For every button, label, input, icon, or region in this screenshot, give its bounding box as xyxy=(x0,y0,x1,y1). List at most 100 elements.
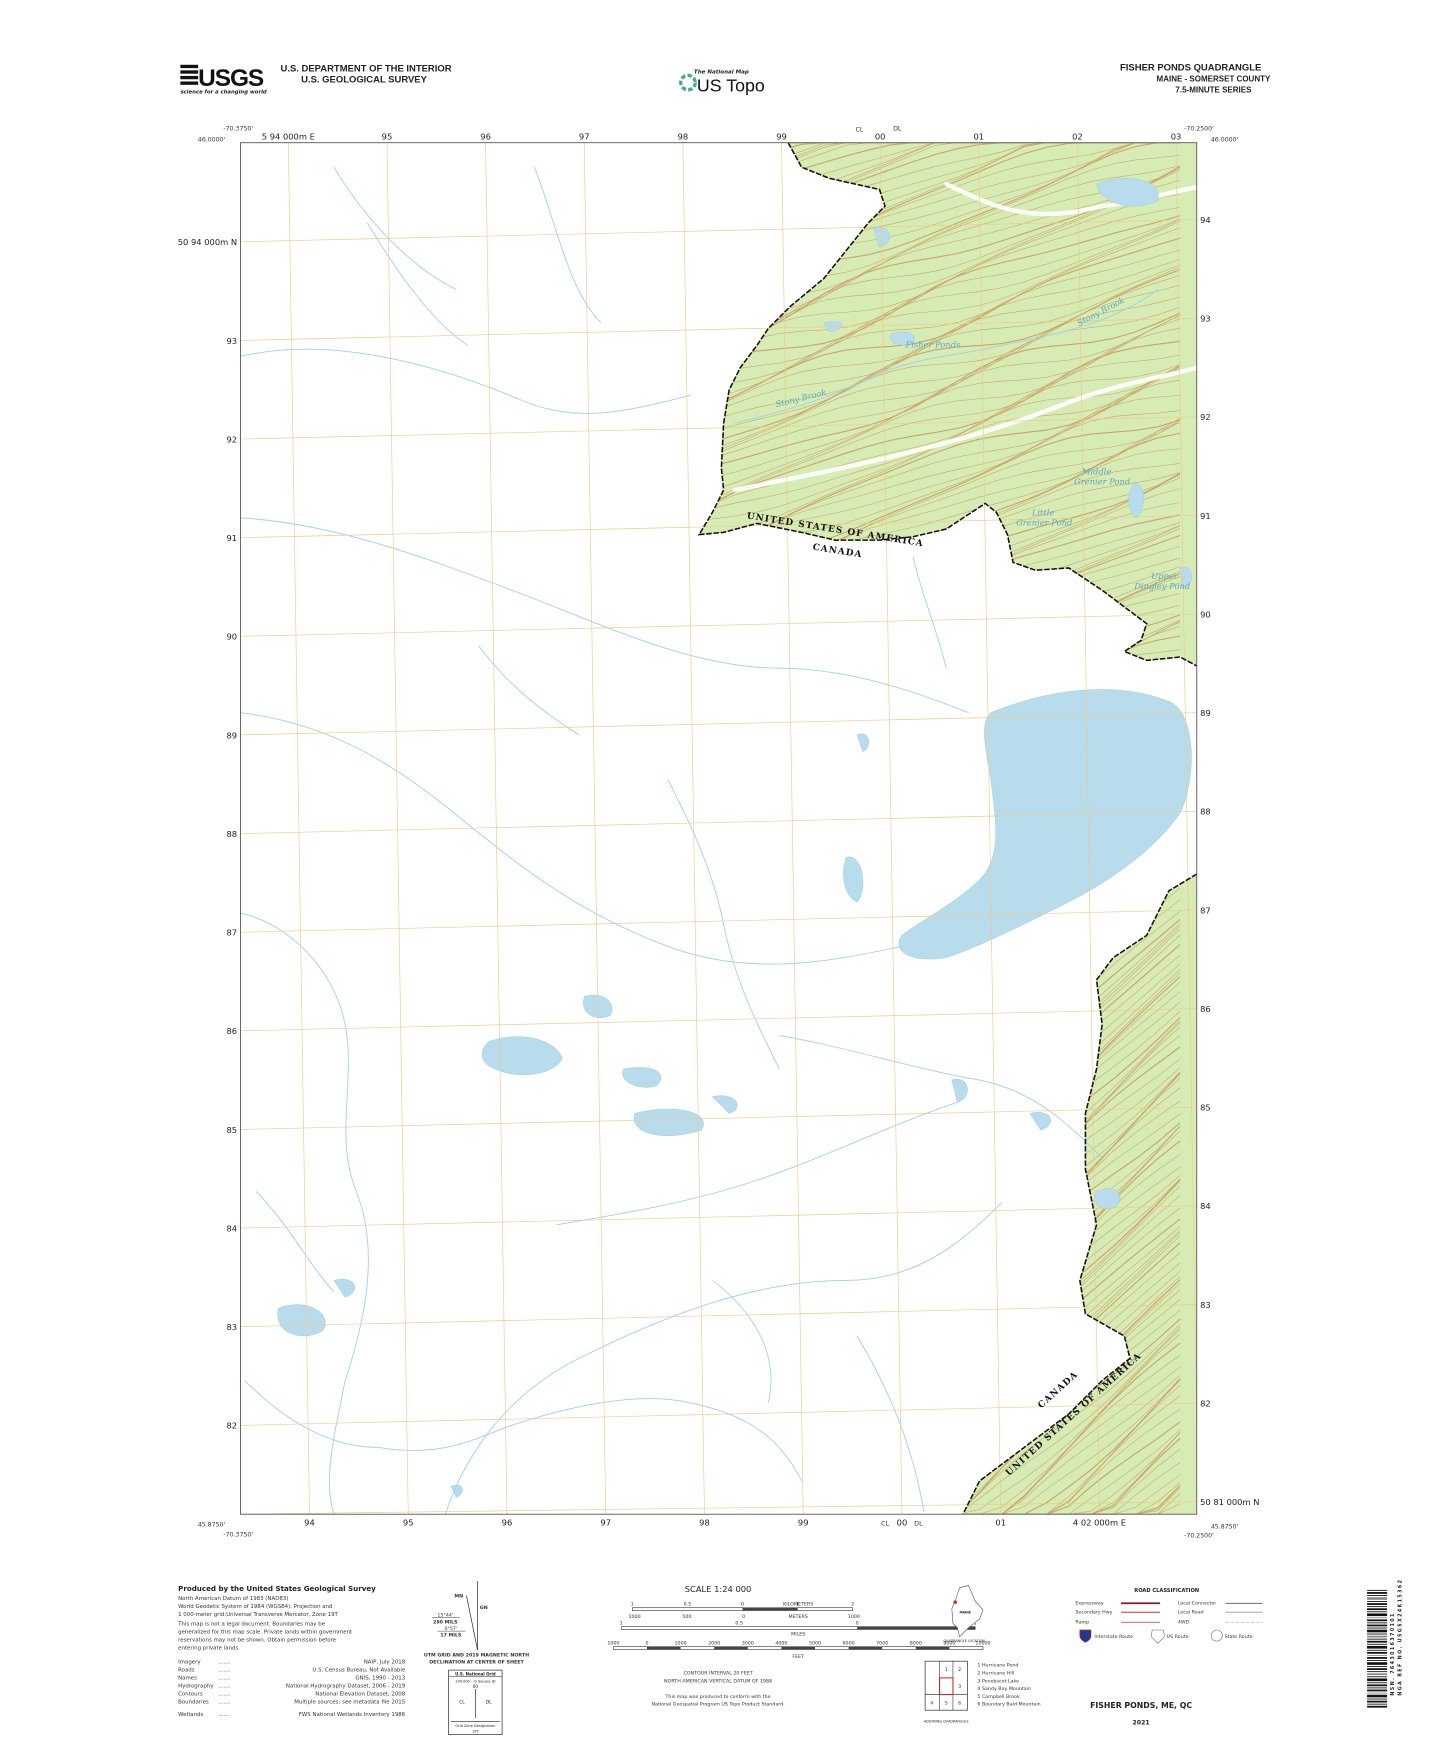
contour-line xyxy=(699,266,1181,438)
scale-tick-label: 4000 xyxy=(775,1640,787,1646)
scale-bar-segment xyxy=(857,1626,976,1630)
road-expressway: Expressway xyxy=(1075,1600,1103,1606)
contour-interval: CONTOUR INTERVAL 20 FEET xyxy=(683,1671,752,1677)
adjoining-quad-name: 4 Sandy Bay Mountain xyxy=(977,1686,1031,1692)
credits-line: World Geodetic System of 1984 (WGS84). P… xyxy=(178,1604,332,1610)
corner-se-lon: -70.2500' xyxy=(1184,1533,1214,1540)
northing-gridline xyxy=(240,219,1197,243)
northing-label-right: 87 xyxy=(1200,905,1211,915)
quad-title: FISHER PONDS QUADRANGLE xyxy=(1120,62,1261,73)
zone-dl-top: DL xyxy=(893,125,902,132)
department-name: U.S. DEPARTMENT OF THE INTERIOR xyxy=(281,63,452,74)
usgs-logo: USGS science for a changing world xyxy=(180,64,267,96)
barcode-bar xyxy=(1367,1624,1388,1627)
scale-bar-segment xyxy=(714,1646,748,1650)
label-little-grenier-1: Little xyxy=(1031,508,1055,518)
scale-tick-label: 0 xyxy=(856,1620,859,1626)
map-frame[interactable]: Fisher Ponds Stony Brook Stony Brook Mid… xyxy=(240,142,1198,1515)
us-route-shield-icon xyxy=(1150,1629,1165,1644)
northing-label-left: 85 xyxy=(227,1125,238,1135)
scale-tick-label: 10000 xyxy=(975,1640,990,1646)
source-leader: ....... xyxy=(218,1659,230,1665)
scale-tick-label: 500 xyxy=(682,1614,691,1620)
northing-gridline xyxy=(240,909,1197,933)
northing-label-right: 88 xyxy=(1200,807,1211,817)
northing-gridline xyxy=(240,1008,1197,1032)
usgs-tagline: science for a changing world xyxy=(180,90,267,96)
contour-line xyxy=(962,1438,1181,1515)
northing-label-left: 84 xyxy=(227,1223,238,1233)
barcode-bar xyxy=(1367,1698,1388,1700)
us-topo-logo: The National Map US Topo xyxy=(679,70,765,95)
source-leader: ....... xyxy=(218,1691,230,1697)
source-value: NAIP, July 2018 xyxy=(364,1659,406,1665)
interstate-shield-icon xyxy=(1079,1629,1092,1643)
globe-icon xyxy=(679,73,697,92)
easting-gridline xyxy=(1175,142,1197,1446)
source-name: Contours xyxy=(178,1691,203,1697)
scale-tick-label: 1 xyxy=(974,1620,977,1626)
adj-num-6: 6 xyxy=(958,1701,961,1707)
barcode-bar xyxy=(1367,1654,1388,1656)
contour-line xyxy=(699,340,1181,516)
mils-2: 17 MILS xyxy=(440,1633,462,1639)
scale-bar-segment xyxy=(742,1607,798,1611)
woodland-south xyxy=(962,874,1197,1515)
scale-tick-label: 7000 xyxy=(876,1640,888,1646)
barcode-bar xyxy=(1367,1603,1388,1605)
barcode-bar xyxy=(1367,1589,1388,1591)
quad-location-marker xyxy=(953,1600,957,1604)
adj-num-5: 5 xyxy=(945,1701,948,1707)
northing-gridline xyxy=(240,317,1197,341)
woodland-north xyxy=(699,142,1197,666)
contour-line xyxy=(962,1462,1181,1515)
easting-gridline xyxy=(287,142,310,1515)
northing-label-right: 92 xyxy=(1200,412,1211,422)
state-county: MAINE - SOMERSET COUNTY xyxy=(1157,74,1271,83)
usgs-wave-icon xyxy=(180,64,199,85)
contour-line xyxy=(699,364,1181,552)
adj-num-3: 3 xyxy=(958,1684,961,1690)
us-topo-wordmark: US Topo xyxy=(697,75,765,95)
barcode-bar xyxy=(1367,1700,1388,1703)
scale-bar-segment xyxy=(781,1646,816,1650)
scale-tick-label: 1 xyxy=(620,1620,623,1626)
northing-label-left: 90 xyxy=(227,632,238,642)
state-route-circle-icon xyxy=(1210,1629,1223,1642)
easting-gridline xyxy=(485,142,508,1515)
series-label: 7.5-MINUTE SERIES xyxy=(1175,86,1252,95)
corner-nw-lat: 46.0000' xyxy=(198,137,226,144)
streams xyxy=(240,166,1159,1515)
contour-line xyxy=(699,327,1181,515)
declination-caption-2: DECLINATION AT CENTER OF SHEET xyxy=(429,1659,524,1665)
nsn-number: NSN. 7643016370101 xyxy=(1390,1612,1396,1695)
easting-label-top: 97 xyxy=(579,131,590,141)
credits-title: Produced by the United States Geological… xyxy=(178,1584,376,1593)
source-leader: ....... xyxy=(218,1675,230,1681)
easting-label-bottom: 96 xyxy=(502,1517,513,1527)
contour-line xyxy=(962,1385,1181,1515)
easting-label-top: 02 xyxy=(1072,131,1083,141)
scale-unit-label: MILES xyxy=(791,1632,805,1638)
adj-num-2: 2 xyxy=(958,1667,961,1673)
scale-tick-label: 8000 xyxy=(910,1640,922,1646)
northing-gridline xyxy=(240,613,1197,637)
international-boundary-north xyxy=(697,142,1197,667)
usng-title: U.S. National Grid xyxy=(455,1672,496,1677)
adjoining-caption: ADJOINING QUADRANGLES xyxy=(924,1719,969,1723)
barcode-bar xyxy=(1367,1649,1388,1651)
northing-gridline xyxy=(240,1501,1197,1515)
scale-unit-label: FEET xyxy=(792,1654,804,1660)
source-name: Names xyxy=(178,1675,197,1681)
credits-line: North American Datum of 1983 (NAD83) xyxy=(178,1596,288,1602)
easting-label-bottom: 97 xyxy=(600,1517,611,1527)
road-secondary: Secondary Hwy xyxy=(1075,1609,1112,1615)
northing-label-right: 89 xyxy=(1200,708,1211,718)
barcode-bar xyxy=(1367,1684,1388,1687)
vertical-datum: NORTH AMERICAN VERTICAL DATUM OF 1988 xyxy=(664,1678,772,1684)
barcode-bar xyxy=(1367,1611,1388,1613)
northing-gridline xyxy=(240,1402,1197,1426)
barcode-bar xyxy=(1367,1682,1388,1684)
contour-line xyxy=(699,249,1181,418)
northing-label-left: 50 94 000m N xyxy=(178,237,237,247)
